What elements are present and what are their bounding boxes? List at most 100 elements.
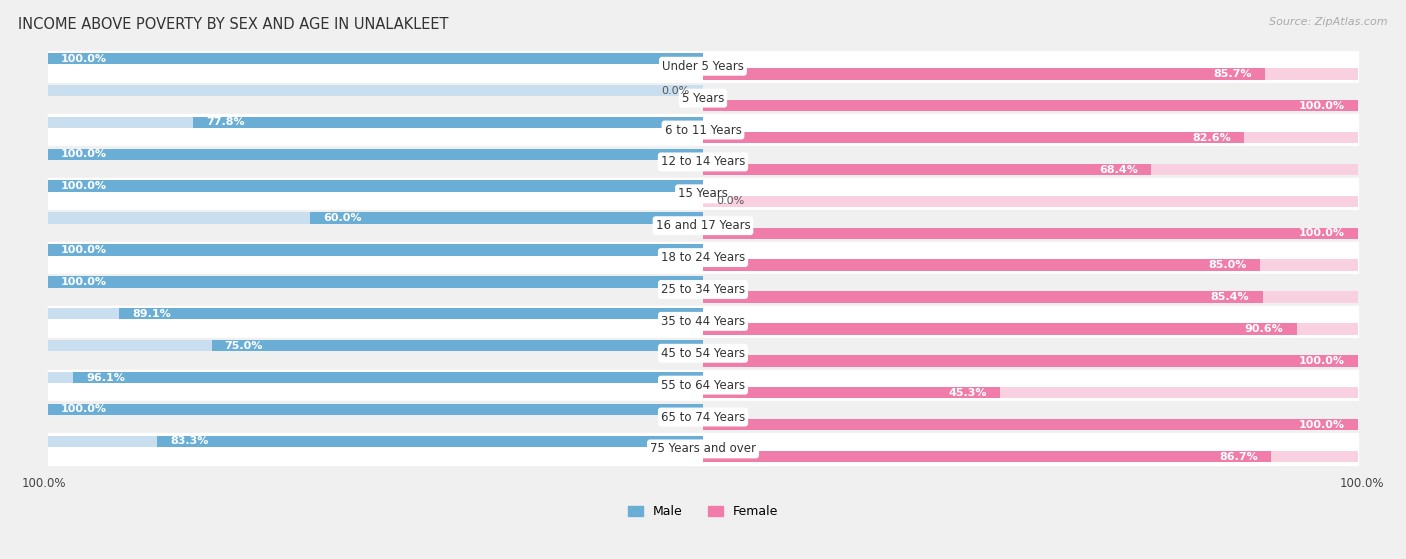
Text: 0.0%: 0.0% bbox=[662, 86, 690, 96]
Bar bbox=[703, 68, 1264, 79]
Bar bbox=[48, 404, 703, 415]
Bar bbox=[703, 291, 1263, 303]
Bar bbox=[120, 308, 703, 320]
Bar bbox=[703, 68, 1358, 79]
Text: 82.6%: 82.6% bbox=[1192, 132, 1232, 143]
Text: 100.0%: 100.0% bbox=[1299, 420, 1346, 430]
Bar bbox=[703, 196, 1358, 207]
Bar bbox=[48, 51, 1358, 82]
Bar bbox=[703, 323, 1358, 335]
Text: 65 to 74 Years: 65 to 74 Years bbox=[661, 410, 745, 424]
Bar bbox=[73, 372, 703, 383]
Text: 90.6%: 90.6% bbox=[1244, 324, 1284, 334]
Bar bbox=[48, 83, 1358, 114]
Bar bbox=[703, 419, 1358, 430]
Text: 100.0%: 100.0% bbox=[60, 404, 107, 414]
Text: 60.0%: 60.0% bbox=[323, 213, 361, 223]
Text: 100.0%: 100.0% bbox=[60, 149, 107, 159]
Bar bbox=[48, 276, 703, 287]
Bar bbox=[703, 451, 1271, 462]
Text: 25 to 34 Years: 25 to 34 Years bbox=[661, 283, 745, 296]
Bar bbox=[703, 355, 1358, 367]
Bar bbox=[48, 85, 703, 96]
Bar bbox=[309, 212, 703, 224]
Bar bbox=[48, 149, 703, 160]
Text: 100.0%: 100.0% bbox=[1299, 101, 1346, 111]
Bar bbox=[48, 242, 1358, 273]
Text: 83.3%: 83.3% bbox=[170, 437, 208, 446]
Text: 100.0%: 100.0% bbox=[1299, 356, 1346, 366]
Bar bbox=[48, 435, 703, 447]
Bar bbox=[48, 274, 1358, 305]
Text: 100.0%: 100.0% bbox=[60, 54, 107, 64]
Bar bbox=[703, 387, 1000, 399]
Text: 0.0%: 0.0% bbox=[716, 196, 744, 206]
Bar bbox=[703, 291, 1358, 303]
Bar bbox=[48, 212, 703, 224]
Bar bbox=[703, 355, 1358, 367]
Bar bbox=[48, 181, 703, 192]
Text: 85.4%: 85.4% bbox=[1211, 292, 1250, 302]
Text: 75 Years and over: 75 Years and over bbox=[650, 442, 756, 456]
Bar bbox=[48, 338, 1358, 369]
Bar bbox=[48, 53, 703, 64]
Text: 16 and 17 Years: 16 and 17 Years bbox=[655, 219, 751, 232]
Text: INCOME ABOVE POVERTY BY SEX AND AGE IN UNALAKLEET: INCOME ABOVE POVERTY BY SEX AND AGE IN U… bbox=[18, 17, 449, 32]
Bar bbox=[703, 164, 1358, 176]
Text: Source: ZipAtlas.com: Source: ZipAtlas.com bbox=[1270, 17, 1388, 27]
Text: 85.7%: 85.7% bbox=[1213, 69, 1251, 79]
Bar bbox=[703, 100, 1358, 111]
Bar bbox=[157, 435, 703, 447]
Legend: Male, Female: Male, Female bbox=[623, 500, 783, 523]
Bar bbox=[48, 244, 703, 255]
Bar bbox=[703, 164, 1152, 176]
Bar bbox=[193, 117, 703, 128]
Text: 85.0%: 85.0% bbox=[1209, 260, 1247, 270]
Text: 18 to 24 Years: 18 to 24 Years bbox=[661, 251, 745, 264]
Text: 68.4%: 68.4% bbox=[1099, 164, 1137, 174]
Bar bbox=[703, 228, 1358, 239]
Text: 15 Years: 15 Years bbox=[678, 187, 728, 200]
Bar bbox=[48, 117, 703, 128]
Bar bbox=[703, 419, 1358, 430]
Bar bbox=[48, 178, 1358, 210]
Bar bbox=[48, 210, 1358, 241]
Bar bbox=[703, 259, 1260, 271]
Bar bbox=[48, 181, 703, 192]
Text: 100.0%: 100.0% bbox=[1340, 477, 1385, 490]
Bar bbox=[48, 53, 703, 64]
Bar bbox=[48, 433, 1358, 465]
Text: 100.0%: 100.0% bbox=[60, 277, 107, 287]
Text: 35 to 44 Years: 35 to 44 Years bbox=[661, 315, 745, 328]
Text: 6 to 11 Years: 6 to 11 Years bbox=[665, 124, 741, 136]
Text: 100.0%: 100.0% bbox=[1299, 228, 1346, 238]
Text: 86.7%: 86.7% bbox=[1219, 452, 1258, 462]
Bar bbox=[48, 401, 1358, 433]
Text: 12 to 14 Years: 12 to 14 Years bbox=[661, 155, 745, 168]
Bar bbox=[211, 340, 703, 352]
Bar bbox=[48, 404, 703, 415]
Text: 96.1%: 96.1% bbox=[86, 372, 125, 382]
Text: 45 to 54 Years: 45 to 54 Years bbox=[661, 347, 745, 360]
Text: 100.0%: 100.0% bbox=[60, 245, 107, 255]
Text: 100.0%: 100.0% bbox=[21, 477, 66, 490]
Bar bbox=[48, 308, 703, 320]
Bar bbox=[703, 259, 1358, 271]
Text: 100.0%: 100.0% bbox=[60, 181, 107, 191]
Bar bbox=[703, 100, 1358, 111]
Bar bbox=[48, 149, 703, 160]
Text: 75.0%: 75.0% bbox=[225, 340, 263, 350]
Text: 45.3%: 45.3% bbox=[948, 388, 987, 398]
Bar bbox=[703, 387, 1358, 399]
Text: 55 to 64 Years: 55 to 64 Years bbox=[661, 378, 745, 392]
Bar bbox=[48, 372, 703, 383]
Text: 5 Years: 5 Years bbox=[682, 92, 724, 105]
Bar bbox=[48, 340, 703, 352]
Bar bbox=[703, 132, 1358, 143]
Text: 89.1%: 89.1% bbox=[132, 309, 172, 319]
Bar bbox=[703, 228, 1358, 239]
Text: Under 5 Years: Under 5 Years bbox=[662, 60, 744, 73]
Bar bbox=[48, 276, 703, 287]
Bar bbox=[703, 132, 1244, 143]
Bar bbox=[48, 306, 1358, 337]
